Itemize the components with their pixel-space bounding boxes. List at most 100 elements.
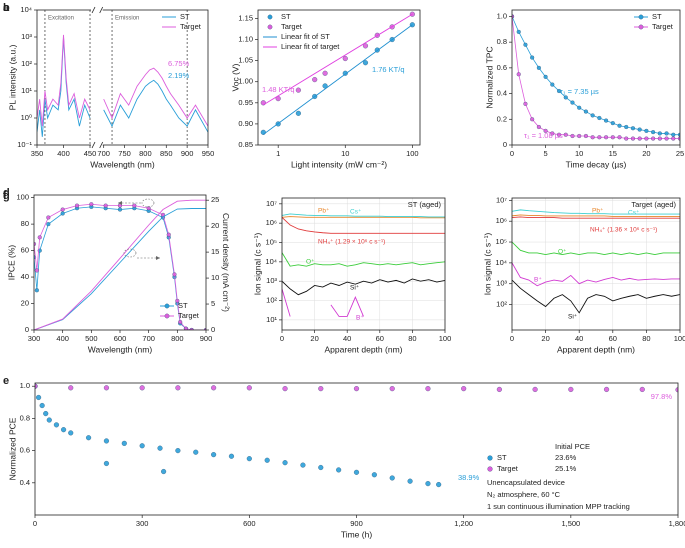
data-point <box>583 109 588 114</box>
data-point <box>671 132 676 137</box>
panel: f0 20 40 60 80 10010¹10²10³10⁴10⁵10⁶10⁷Appare… <box>3 190 451 354</box>
data-point <box>68 385 74 391</box>
x-tick-label: 80 <box>408 334 416 343</box>
y-tick-label: 1.15 <box>238 13 253 22</box>
y-tick-label: 10⁰ <box>21 113 32 122</box>
x-tick-label: 600 <box>114 334 127 343</box>
x-tick-label: 800 <box>139 149 152 158</box>
series-label: Cs⁺ <box>350 209 362 216</box>
legend-label: ST <box>178 301 188 310</box>
data-point <box>300 462 306 468</box>
x-tick-label: 850 <box>160 149 173 158</box>
data-point <box>61 427 67 433</box>
legend-marker <box>267 24 273 30</box>
data-point <box>516 72 521 77</box>
series-label: O⁺ <box>558 249 567 256</box>
x-axis-title: Time (h) <box>341 529 372 539</box>
data-point <box>34 241 37 247</box>
data-point <box>39 402 45 409</box>
plot-area <box>260 11 415 135</box>
y-tick-label: 0 <box>503 140 507 149</box>
annotation: τ₁ = 1.08 µs <box>524 131 563 140</box>
series-label: Si⁺ <box>350 285 360 292</box>
x-tick-label: 900 <box>350 519 363 528</box>
x-tick-label: 1,500 <box>561 519 580 528</box>
data-point <box>193 449 199 455</box>
data-point <box>389 475 395 481</box>
legend-label: Target <box>281 22 303 31</box>
data-point <box>246 385 252 391</box>
data-point <box>34 268 39 273</box>
series-line <box>37 36 208 137</box>
annotation: 38.9% <box>458 473 480 482</box>
legend-label: ST <box>497 453 507 462</box>
x-tick-label: 100 <box>406 149 419 158</box>
series-label: O⁺ <box>306 259 315 266</box>
annotation: 97.8% <box>651 392 673 401</box>
data-point <box>211 385 217 391</box>
data-point <box>189 327 194 330</box>
y-tick-label: 0 <box>25 325 29 334</box>
y-tick-label: 10⁴ <box>495 258 507 267</box>
x-tick-label: 300 <box>136 519 149 528</box>
data-point <box>651 130 656 135</box>
series-line <box>512 216 680 219</box>
data-point <box>89 202 94 207</box>
series-line <box>282 216 445 219</box>
data-point <box>146 206 151 211</box>
x-tick-label: 900 <box>200 334 213 343</box>
legend-marker <box>638 14 644 20</box>
data-point <box>132 203 137 208</box>
panel-title: Target (aged) <box>631 200 676 209</box>
series-line <box>512 209 680 215</box>
data-point <box>543 74 548 79</box>
legend-value: 23.6% <box>555 453 577 462</box>
y-tick-label: 0.6 <box>20 446 30 455</box>
series-line <box>34 199 206 330</box>
y-tick-label: 10³ <box>21 32 32 41</box>
x-tick-label: 1,200 <box>454 519 473 528</box>
axis-break <box>99 141 104 149</box>
y-tick-label: 40 <box>21 272 29 281</box>
data-point <box>43 411 49 417</box>
legend-note: Unencapsulated device <box>487 478 565 487</box>
legend-label: Target <box>497 464 519 473</box>
legend-marker <box>267 14 273 20</box>
data-point <box>651 136 656 141</box>
series-line <box>282 278 445 296</box>
data-point <box>610 121 615 126</box>
y-tick-label: 60 <box>21 246 29 255</box>
panel-letter: e <box>3 375 9 387</box>
x-tick-label: 10 <box>341 149 349 158</box>
series-line <box>282 217 445 234</box>
axes-frame <box>36 9 209 146</box>
data-point <box>583 133 588 139</box>
region-label: Emission <box>115 16 139 22</box>
data-point <box>530 55 535 60</box>
data-point <box>590 113 595 118</box>
data-point <box>371 472 377 478</box>
y-axis-title: IPCE (%) <box>6 245 16 281</box>
data-point <box>570 100 575 105</box>
data-point <box>523 101 528 106</box>
data-point <box>630 136 636 141</box>
x-axis-title: Apparent depth (nm) <box>325 344 403 354</box>
x-tick-label: 5 <box>544 149 548 158</box>
x-tick-label: 900 <box>181 149 194 158</box>
data-point <box>60 211 65 216</box>
data-point <box>178 320 183 325</box>
data-point <box>556 88 562 94</box>
data-point <box>35 383 38 389</box>
x-axis-title: Wavelength (nm) <box>88 344 153 354</box>
legend-label: Target <box>652 22 674 31</box>
y-tick-label: 1.0 <box>497 11 507 20</box>
y-tick-label: 10¹ <box>266 315 277 324</box>
y-tick-label: 10⁷ <box>496 195 507 204</box>
x-axis-title: Apparent depth (nm) <box>557 344 635 354</box>
series-label: NH₄⁺ (1.29 × 10⁶ c s⁻¹) <box>318 239 385 246</box>
legend-value: 25.1% <box>555 464 577 473</box>
x-tick-label: 60 <box>376 334 384 343</box>
guide-arrowhead <box>156 256 160 260</box>
